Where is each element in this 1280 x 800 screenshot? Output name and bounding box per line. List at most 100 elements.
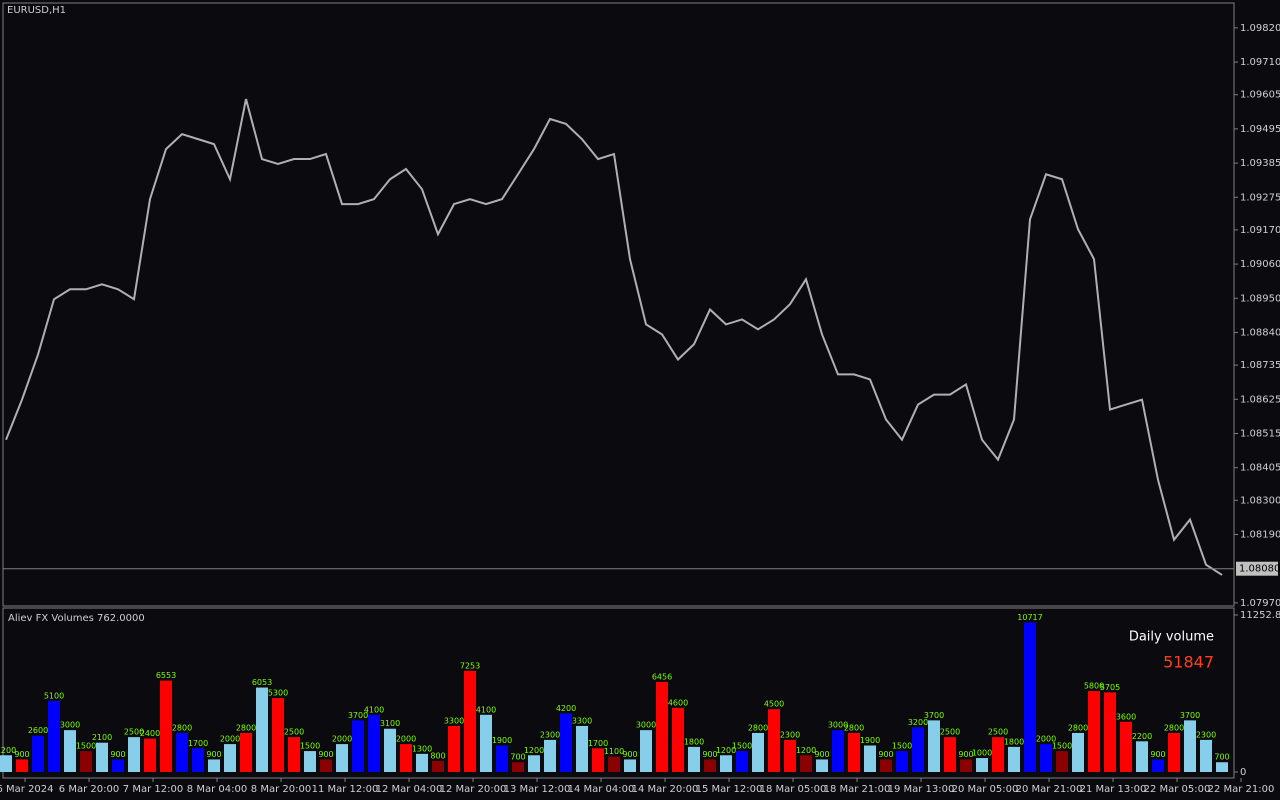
volume-bar xyxy=(384,728,396,772)
y-tick-label: 11252.85 xyxy=(1240,610,1280,621)
volume-label: 2300 xyxy=(780,730,800,739)
volume-bar xyxy=(656,681,668,772)
volume-bar xyxy=(432,760,444,772)
volume-label: 1500 xyxy=(732,742,752,751)
y-tick-label: 1.09605 xyxy=(1240,90,1280,101)
daily-volume-label: Daily volume xyxy=(1129,630,1214,645)
x-tick-label: 20 Mar 05:00 xyxy=(952,784,1019,795)
x-tick-label: 14 Mar 04:00 xyxy=(568,784,635,795)
volume-bar xyxy=(1152,759,1164,772)
volume-label: 2200 xyxy=(1132,732,1152,741)
x-tick-label: 19 Mar 13:00 xyxy=(888,784,955,795)
x-tick-label: 18 Mar 21:00 xyxy=(824,784,891,795)
volume-bar xyxy=(96,742,108,772)
y-tick-label: 1.08190 xyxy=(1240,530,1280,541)
volume-label: 900 xyxy=(318,750,333,759)
volume-bar xyxy=(80,751,92,772)
volume-label: 1300 xyxy=(412,744,432,753)
volume-label: 2800 xyxy=(1068,723,1088,732)
volume-bar xyxy=(1216,762,1228,772)
volume-label: 900 xyxy=(958,750,973,759)
price-line xyxy=(5,98,1223,576)
volume-label: 5100 xyxy=(44,691,64,700)
y-tick-label: 1.09275 xyxy=(1240,192,1280,203)
volume-bar xyxy=(1120,721,1132,772)
volume-label: 2000 xyxy=(1036,735,1056,744)
x-tick-label: 20 Mar 21:00 xyxy=(1016,784,1083,795)
volume-pane xyxy=(2,607,1235,779)
volume-label: 1900 xyxy=(860,736,880,745)
volume-label: 1700 xyxy=(188,739,208,748)
volume-bar xyxy=(0,755,12,772)
volume-bar xyxy=(1072,732,1084,772)
volume-label: 4200 xyxy=(556,704,576,713)
x-tick-label: 7 Mar 12:00 xyxy=(123,784,183,795)
volume-bar xyxy=(272,698,284,772)
volume-label: 2600 xyxy=(28,726,48,735)
volume-bar xyxy=(336,744,348,772)
volume-label: 2500 xyxy=(940,728,960,737)
volume-label: 1200 xyxy=(0,746,16,755)
volume-label: 1200 xyxy=(524,746,544,755)
volume-bar xyxy=(224,744,236,772)
volume-label: 4500 xyxy=(764,700,784,709)
x-tick-label: 11 Mar 12:00 xyxy=(312,784,379,795)
volume-bar xyxy=(1088,691,1100,772)
volume-label: 4100 xyxy=(364,705,384,714)
volume-bar xyxy=(1040,744,1052,772)
volume-label: 1900 xyxy=(492,736,512,745)
volume-bar xyxy=(1104,692,1116,772)
x-tick-label: 12 Mar 20:00 xyxy=(440,784,507,795)
volume-bar xyxy=(320,759,332,772)
volume-label: 3000 xyxy=(60,721,80,730)
y-tick-label: 1.07970 xyxy=(1240,598,1280,609)
volume-label: 5800 xyxy=(1084,682,1104,691)
volume-label: 2300 xyxy=(540,730,560,739)
x-tick-label: 22 Mar 05:00 xyxy=(1144,784,1211,795)
volume-bar xyxy=(992,737,1004,772)
volume-label: 3200 xyxy=(908,718,928,727)
volume-label: 800 xyxy=(430,751,445,760)
volume-label: 900 xyxy=(702,750,717,759)
y-tick-label: 1.09170 xyxy=(1240,225,1280,236)
y-tick-label: 1.09495 xyxy=(1240,124,1280,135)
volume-label: 3600 xyxy=(1116,712,1136,721)
volume-label: 1500 xyxy=(76,742,96,751)
x-tick-label: 13 Mar 12:00 xyxy=(504,784,571,795)
volume-bar xyxy=(944,737,956,772)
volume-label: 7253 xyxy=(460,661,480,670)
volume-label: 4100 xyxy=(476,705,496,714)
volume-bar xyxy=(64,730,76,772)
volume-label: 1200 xyxy=(716,746,736,755)
x-tick-label: 6 Mar 2024 xyxy=(0,784,54,795)
y-tick-label: 1.09385 xyxy=(1240,158,1280,169)
volume-label: 2000 xyxy=(220,735,240,744)
volume-bar xyxy=(512,762,524,772)
volume-label: 2400 xyxy=(140,729,160,738)
volume-label: 900 xyxy=(878,750,893,759)
volume-label: 1800 xyxy=(1004,737,1024,746)
volume-bar xyxy=(768,709,780,772)
volume-label: 2500 xyxy=(124,728,144,737)
volume-bar xyxy=(720,755,732,772)
volume-label: 6053 xyxy=(252,678,272,687)
volume-label: 1000 xyxy=(972,749,992,758)
volume-label: 2300 xyxy=(1196,730,1216,739)
volume-label: 5705 xyxy=(1100,683,1120,692)
volume-bar xyxy=(576,725,588,772)
volume-bar xyxy=(832,730,844,772)
volume-bar xyxy=(416,753,428,772)
volume-label: 900 xyxy=(206,750,221,759)
volume-label: 2800 xyxy=(236,723,256,732)
volume-bar xyxy=(48,700,60,772)
volume-label: 2800 xyxy=(844,723,864,732)
volume-bar xyxy=(1008,746,1020,772)
volume-label: 1500 xyxy=(300,742,320,751)
volume-bar xyxy=(896,751,908,772)
volume-bar xyxy=(192,748,204,772)
volume-bar xyxy=(864,745,876,772)
volume-bar xyxy=(1056,751,1068,772)
volume-bar xyxy=(208,759,220,772)
volume-label: 900 xyxy=(14,750,29,759)
